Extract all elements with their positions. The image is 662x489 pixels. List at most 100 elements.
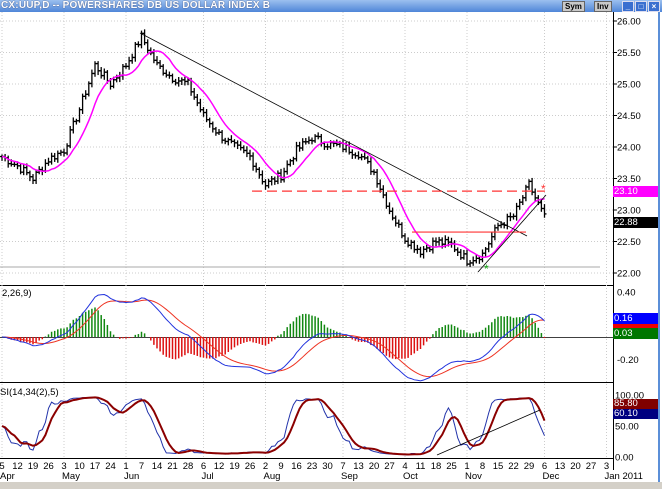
- price-bar: [71, 117, 76, 134]
- price-bar: [533, 188, 538, 202]
- price-bar: [244, 146, 249, 158]
- price-bar: [263, 179, 268, 190]
- stoch-k-value-tag: 60.10: [613, 409, 658, 419]
- x-tick-day: 1: [464, 461, 469, 472]
- x-tick-day: 16: [291, 461, 302, 472]
- price-tick-label: 24.00: [617, 143, 641, 154]
- price-bar: [229, 135, 234, 144]
- x-tick-day: 15: [493, 461, 504, 472]
- x-tick-day: 20: [369, 461, 380, 472]
- moving-average-line: [1, 50, 545, 259]
- price-bar: [220, 130, 225, 144]
- price-bar: [89, 69, 94, 88]
- price-bar: [480, 249, 485, 263]
- price-bar: [430, 237, 435, 254]
- stoch-tick-label: 0.00: [615, 453, 634, 464]
- x-tick-day: 4: [402, 461, 407, 472]
- price-bar: [176, 77, 181, 87]
- x-tick-month: May: [62, 471, 80, 482]
- price-bar: [421, 246, 426, 259]
- price-bar: [226, 137, 231, 146]
- price-bar: [49, 152, 54, 165]
- x-tick-day: 12: [214, 461, 225, 472]
- x-tick-day: 27: [586, 461, 597, 472]
- signal-value-tag: [613, 324, 658, 328]
- price-bar: [260, 170, 265, 185]
- minimize-icon[interactable]: _: [622, 1, 634, 12]
- price-bar: [449, 237, 454, 248]
- x-tick-month: Nov: [465, 471, 482, 482]
- price-bar: [96, 61, 101, 76]
- price-bar: [387, 202, 392, 215]
- stoch-k-line: [1, 396, 545, 456]
- x-tick-month: Oct: [403, 471, 418, 482]
- x-tick-day: 25: [446, 461, 457, 472]
- price-bar: [362, 152, 367, 160]
- price-bar: [257, 167, 262, 179]
- price-bar: [496, 222, 500, 231]
- price-bar: [213, 126, 218, 136]
- price-bar: [393, 215, 398, 227]
- price-tick-label: 25.50: [617, 48, 641, 59]
- macd-label: 2,26,9): [2, 288, 32, 299]
- maximize-icon[interactable]: □: [635, 1, 647, 12]
- x-tick-day: 7: [340, 461, 345, 472]
- price-tick-label: 26.00: [617, 17, 641, 28]
- symbol-button[interactable]: Sym: [562, 1, 585, 12]
- stoch-tick-label: 100.00: [615, 391, 644, 402]
- x-tick-day: 3: [604, 461, 609, 472]
- price-bar: [55, 150, 60, 163]
- price-bar: [365, 155, 370, 164]
- price-bar: [396, 219, 401, 228]
- price-bar: [285, 160, 290, 175]
- price-bar: [65, 143, 70, 156]
- macd-signal-line: [1, 299, 545, 378]
- x-tick-day: 12: [12, 461, 23, 472]
- price-bar: [6, 155, 11, 168]
- price-tick-label: 23.00: [617, 206, 641, 217]
- x-tick-day: 1: [123, 461, 128, 472]
- macd-value-tag: 0.16: [613, 313, 658, 324]
- x-tick-day: 19: [229, 461, 240, 472]
- x-tick-day: 6: [201, 461, 206, 472]
- price-bar: [210, 121, 215, 133]
- x-tick-month: Jan 2011: [605, 471, 643, 482]
- price-bar: [254, 162, 259, 173]
- close-icon[interactable]: ×: [648, 1, 660, 12]
- x-tick-day: 7: [139, 461, 144, 472]
- price-bar: [241, 145, 246, 154]
- price-bar: [368, 157, 373, 175]
- price-bar: [520, 195, 525, 206]
- price-bar: [21, 163, 26, 176]
- price-bar: [437, 236, 442, 246]
- x-tick-day: 3: [61, 461, 66, 472]
- price-bar: [238, 141, 243, 151]
- price-bar: [403, 233, 407, 244]
- x-tick-month: Dec: [543, 471, 560, 482]
- x-tick-day: 18: [431, 461, 442, 472]
- stoch-d-value-tag: 85.80: [613, 399, 658, 409]
- price-bar: [275, 170, 280, 185]
- x-tick-day: 19: [28, 461, 39, 472]
- price-tick-label: 22.50: [617, 237, 641, 248]
- price-bar: [542, 204, 547, 218]
- price-bar: [282, 167, 287, 183]
- price-bar: [461, 249, 466, 260]
- price-bar: [288, 158, 293, 167]
- price-bar: [192, 87, 197, 100]
- stoch-d-line: [1, 396, 546, 456]
- x-tick-month: Sep: [341, 471, 358, 482]
- x-tick-day: 8: [480, 461, 485, 472]
- price-bar: [195, 93, 200, 107]
- red-star-icon: *: [541, 182, 546, 196]
- x-tick-month: Aug: [264, 471, 281, 482]
- price-bar: [356, 151, 361, 160]
- invert-button[interactable]: Inv: [594, 1, 612, 12]
- price-bar: [269, 176, 274, 186]
- green-star-icon: *: [484, 262, 489, 276]
- x-tick-month: Jul: [202, 471, 214, 482]
- price-bar: [412, 240, 417, 253]
- price-bar: [517, 198, 522, 210]
- price-tick-label: 24.50: [617, 111, 641, 122]
